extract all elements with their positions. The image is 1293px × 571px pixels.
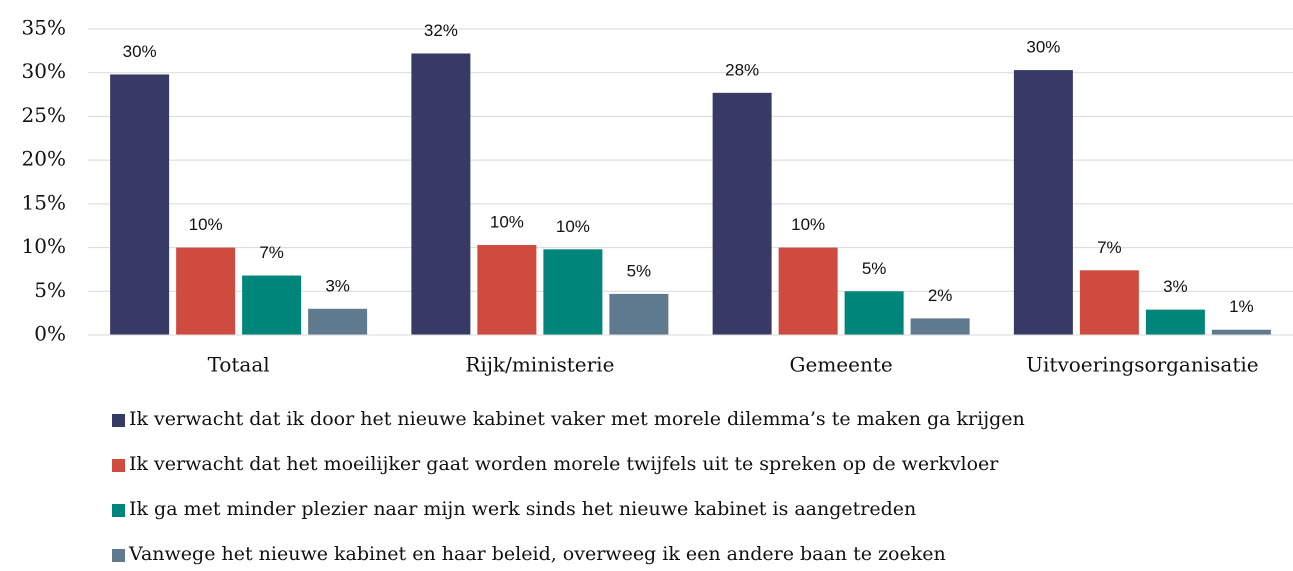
legend-label: Vanwege het nieuwe kabinet en haar belei… <box>128 543 946 565</box>
bar <box>1013 70 1073 335</box>
y-tick-label: 25% <box>22 103 66 127</box>
bar <box>1145 309 1205 335</box>
bar <box>1079 270 1139 335</box>
value-label: 28% <box>725 60 759 79</box>
bar <box>110 74 170 335</box>
bar <box>543 249 603 335</box>
bar <box>778 247 838 335</box>
value-label: 5% <box>862 259 887 278</box>
value-label: 5% <box>627 261 652 280</box>
bar <box>609 293 669 335</box>
y-tick-label: 0% <box>34 322 66 346</box>
value-label: 10% <box>490 212 524 231</box>
value-label: 3% <box>1163 277 1188 296</box>
value-label: 3% <box>325 276 350 295</box>
legend-label: Ik ga met minder plezier naar mijn werk … <box>129 498 916 520</box>
value-label: 10% <box>189 215 223 234</box>
legend-label: Ik verwacht dat het moeilijker gaat word… <box>129 453 999 475</box>
bar <box>712 92 772 335</box>
bar <box>176 247 236 335</box>
bar <box>242 275 302 335</box>
bar <box>1211 329 1271 335</box>
legend-label: Ik verwacht dat ik door het nieuwe kabin… <box>129 408 1025 430</box>
value-label: 10% <box>556 217 590 236</box>
bar <box>477 244 537 335</box>
x-tick-label: Rijk/ministerie <box>465 353 614 377</box>
x-tick-label: Gemeente <box>790 353 893 377</box>
legend-swatch <box>112 414 125 427</box>
bar <box>844 291 904 335</box>
y-tick-label: 5% <box>34 278 66 302</box>
legend-swatch <box>112 459 125 472</box>
value-label: 30% <box>123 42 157 61</box>
value-label: 7% <box>1097 238 1122 257</box>
value-label: 30% <box>1026 38 1060 57</box>
y-tick-label: 30% <box>22 59 66 83</box>
bar <box>308 308 368 335</box>
value-label: 10% <box>791 215 825 234</box>
y-tick-label: 20% <box>22 147 66 171</box>
value-label: 2% <box>928 286 953 305</box>
legend-swatch <box>112 504 125 517</box>
bar <box>910 318 970 335</box>
y-tick-label: 10% <box>22 234 66 258</box>
x-tick-label: Uitvoeringsorganisatie <box>1026 353 1258 377</box>
legend-swatch <box>112 549 125 562</box>
x-tick-label: Totaal <box>208 353 270 377</box>
value-label: 32% <box>424 21 458 40</box>
y-tick-label: 15% <box>22 190 66 214</box>
value-label: 7% <box>259 243 284 262</box>
value-label: 1% <box>1229 297 1254 316</box>
y-tick-label: 35% <box>22 16 66 40</box>
bar <box>411 53 471 335</box>
